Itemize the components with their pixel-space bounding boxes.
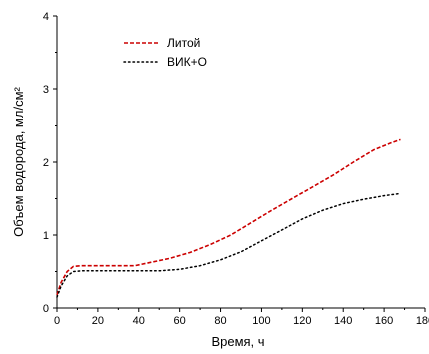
series-line-vik-o (56, 192, 402, 298)
y-tick-label: 1 (43, 230, 49, 242)
x-axis-title: Время, ч (211, 334, 264, 349)
series-lines (56, 138, 402, 298)
x-tick-label: 20 (92, 315, 104, 327)
y-tick-label: 3 (43, 84, 49, 96)
tick-marks (53, 15, 426, 312)
legend: Литой ВИК+О (123, 36, 207, 69)
legend-label-litoy: Литой (167, 36, 200, 50)
y-tick-label: 0 (43, 303, 49, 315)
x-tick-label: 100 (252, 315, 270, 327)
x-tick-label: 160 (375, 315, 393, 327)
series-line-litoy (56, 138, 401, 296)
x-tick-label: 0 (54, 315, 60, 327)
tick-labels: 0 20 40 60 80 100 120 140 160 180 0 1 2 3 4 (43, 11, 429, 327)
y-axis-title: Объем водорода, мл/см² (11, 87, 26, 237)
legend-label-vik-o: ВИК+О (167, 55, 207, 69)
x-tick-label: 80 (214, 315, 226, 327)
x-tick-label: 120 (293, 315, 311, 327)
x-tick-label: 60 (174, 315, 186, 327)
y-tick-label: 4 (43, 11, 49, 23)
x-tick-label: 40 (133, 315, 145, 327)
x-tick-label: 180 (416, 315, 429, 327)
x-tick-label: 140 (334, 315, 352, 327)
axes (56, 16, 425, 309)
y-tick-label: 2 (43, 157, 49, 169)
